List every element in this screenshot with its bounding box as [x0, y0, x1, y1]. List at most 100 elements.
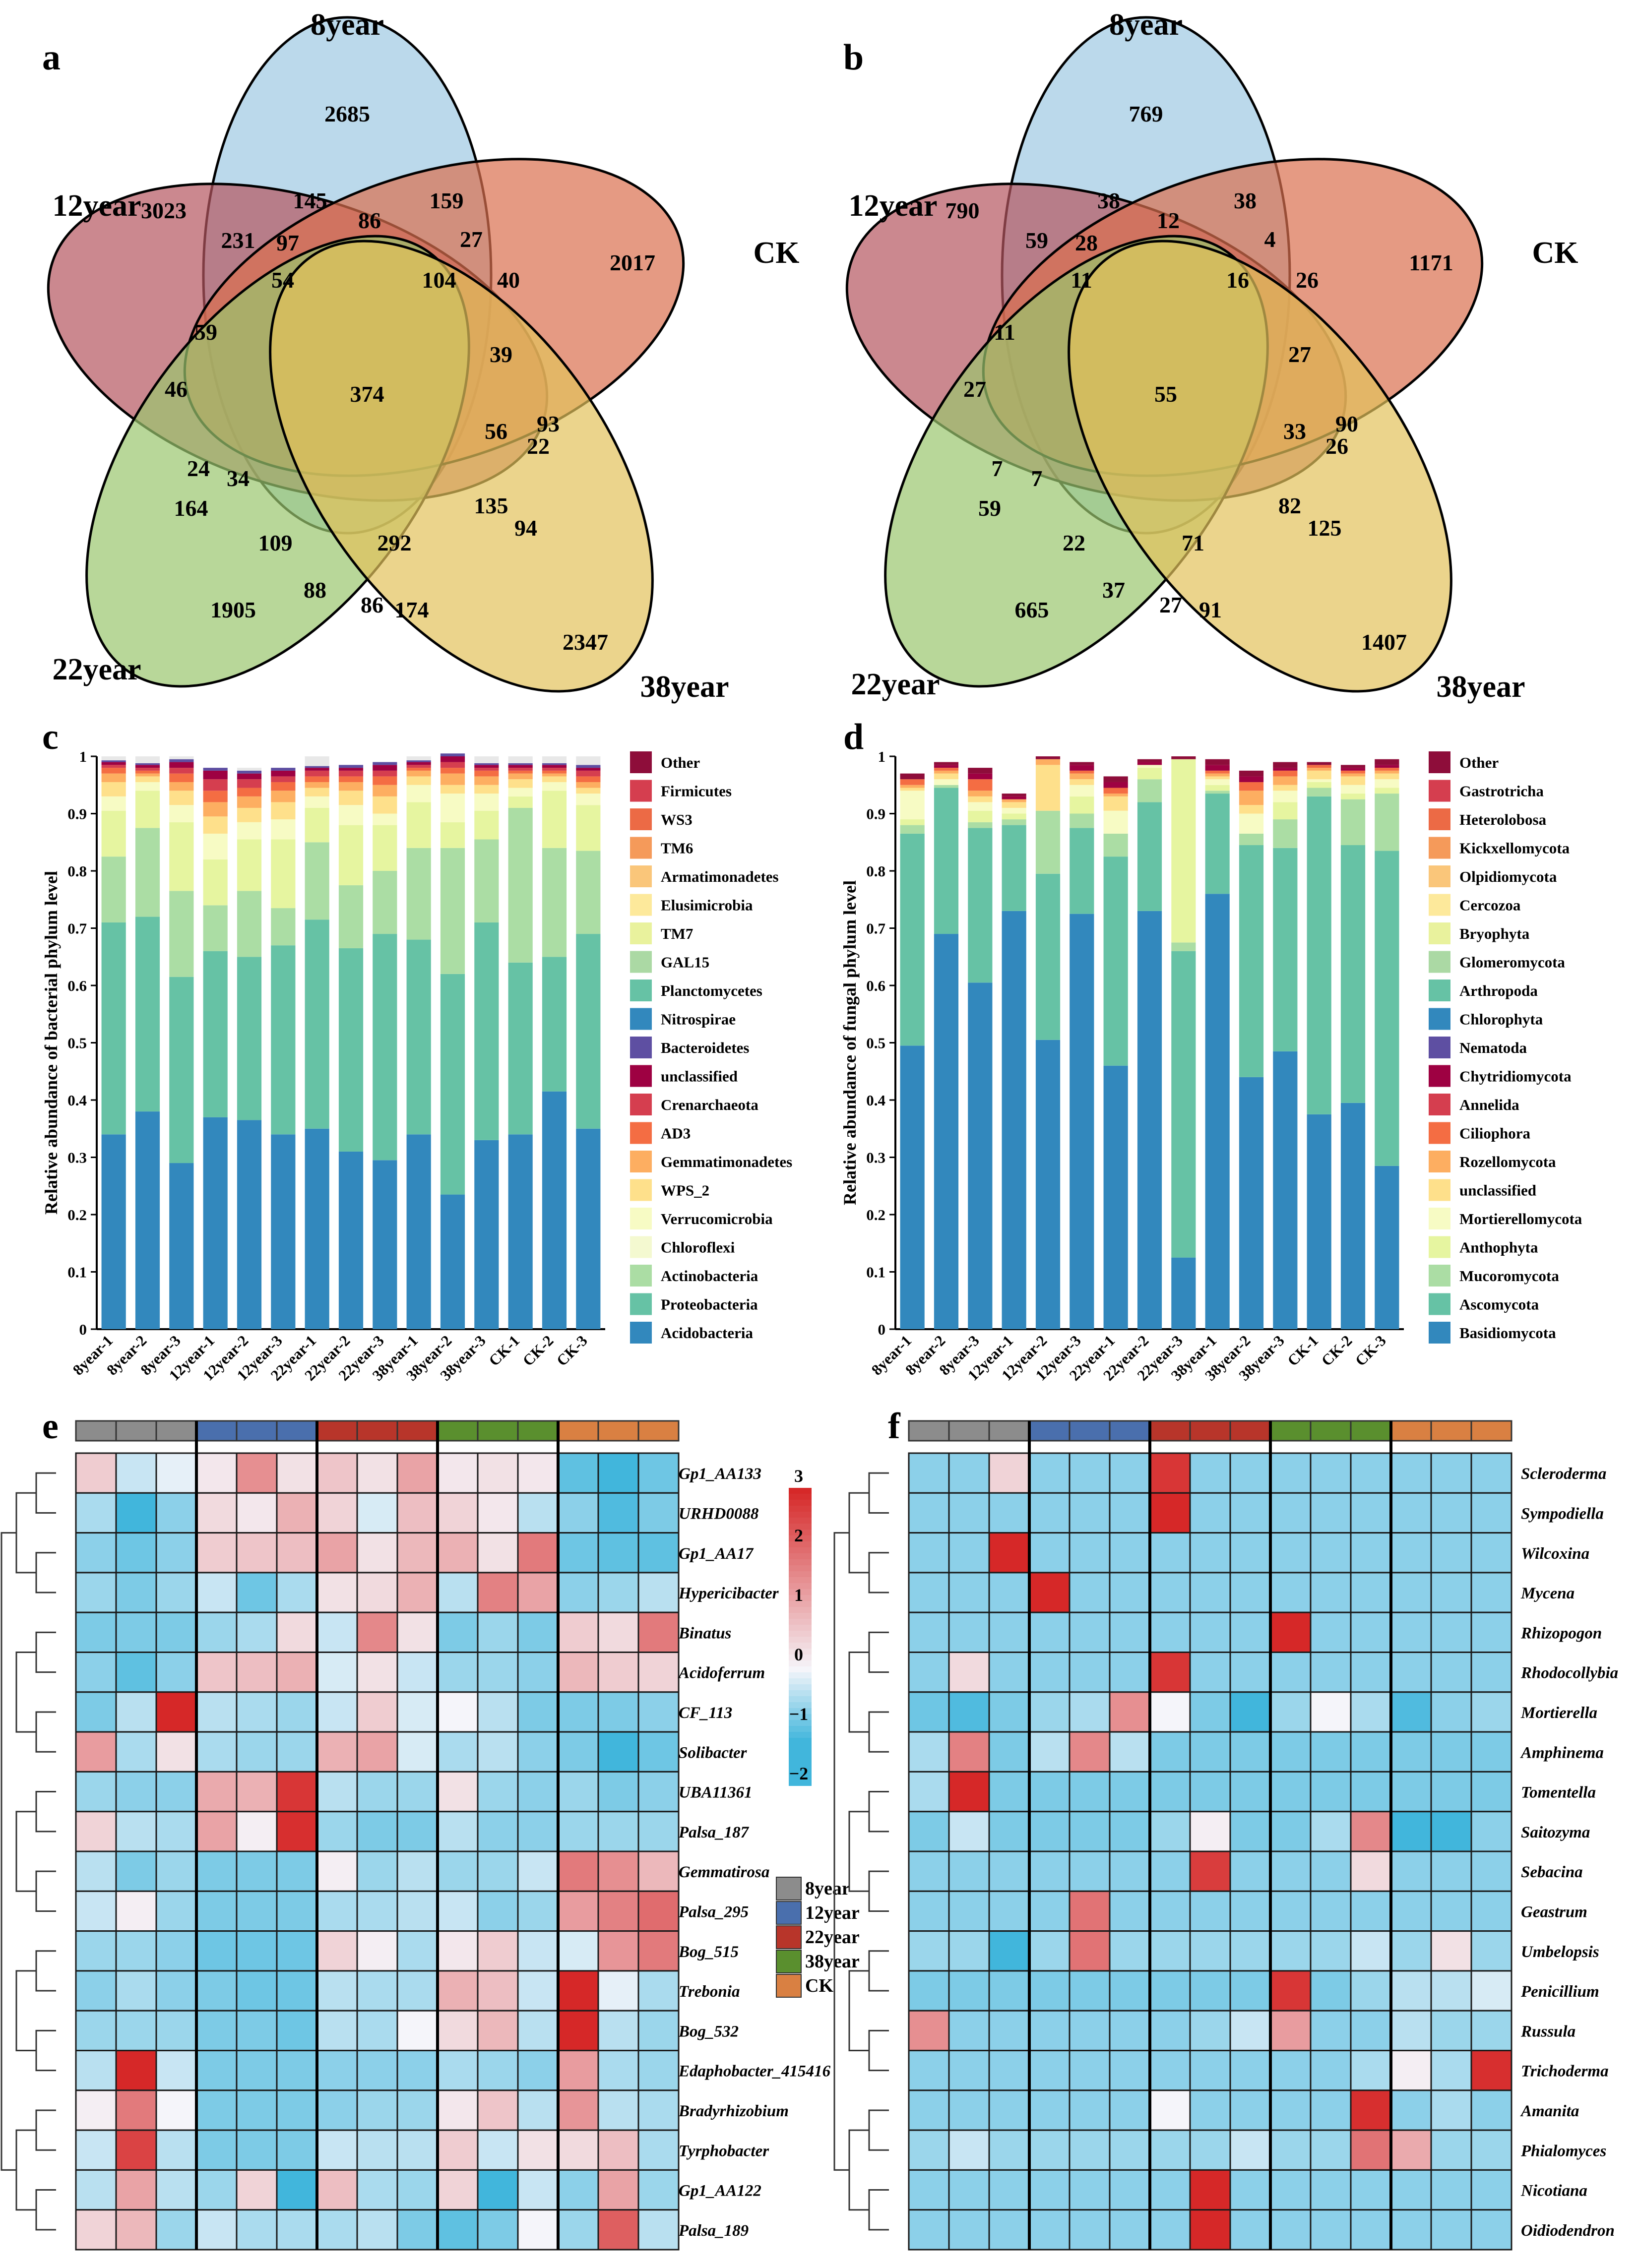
venn-b-label-38year: 38year: [1436, 670, 1525, 704]
venn-count: 90: [1335, 411, 1358, 436]
bar-AD3: [474, 770, 499, 777]
y-tick-label: 0.7: [67, 920, 87, 937]
legend-swatch: [1429, 1179, 1450, 1201]
dendrogram-branch: [35, 1711, 56, 1753]
legend-label: Ciliophora: [1459, 1125, 1530, 1142]
bar-unclassified: [1273, 785, 1298, 791]
colorbar-segment: [789, 1535, 812, 1542]
heatmap-cell: [908, 2010, 950, 2051]
colorbar-tick-label: 0: [794, 1645, 803, 1664]
heatmap-cell: [1269, 1771, 1312, 1813]
heatmap-cell: [1350, 1930, 1392, 1972]
heatmap-cell: [477, 2209, 519, 2251]
heatmap-cell: [557, 1611, 599, 1653]
bar-WPS_2: [135, 776, 160, 782]
bar-Anthophyta: [900, 819, 925, 825]
bar-Mucoromycota: [1205, 791, 1230, 794]
heatmap-cell: [1390, 1572, 1432, 1613]
venn-count: 93: [537, 411, 560, 436]
heatmap-cell: [1109, 1691, 1151, 1733]
bar-Acidobacteria: [338, 1151, 364, 1329]
heatmap-cell: [597, 1970, 639, 2012]
heatmap-cell: [437, 1572, 479, 1613]
heatmap-cell: [437, 1890, 479, 1932]
row-label: Palsa_187: [678, 1824, 750, 1841]
bar-unclassified: [542, 765, 567, 768]
legend-swatch: [1429, 951, 1450, 973]
heatmap-cell: [1269, 1890, 1312, 1932]
heatmap-cell: [316, 2209, 358, 2251]
venn-a-set-labels: 8year 12year CK 22year 38year: [52, 8, 799, 704]
heatmap-cell: [1109, 1890, 1151, 1932]
bar-Basidiomycota: [1035, 1040, 1061, 1329]
colorbar-tick-label: 3: [794, 1466, 803, 1486]
bar-Other: [1035, 756, 1061, 759]
venn-count: 24: [187, 456, 210, 481]
bar-unclassified: [338, 768, 364, 771]
venn-count: 1407: [1361, 629, 1407, 655]
heatmap-cell: [1109, 1850, 1151, 1892]
heatmap-cell: [1229, 1572, 1271, 1613]
heatmap-cell: [1470, 1691, 1512, 1733]
heatmap-cell: [1470, 1532, 1512, 1574]
heatmap-cell: [276, 2050, 318, 2091]
bar-Gemmatimonadetes: [135, 773, 160, 777]
row-label: Trebonia: [679, 1983, 740, 2001]
heatmap-cell: [155, 1811, 197, 1852]
colorbar-segment: [789, 1714, 812, 1720]
legend-swatch: [630, 1236, 652, 1258]
heatmap-cell: [1470, 1492, 1512, 1534]
legend-label: Acidobacteria: [661, 1324, 753, 1342]
bar-Actinobacteria: [508, 807, 533, 963]
colorbar-segment: [789, 1607, 812, 1613]
heatmap-cell: [75, 2169, 117, 2211]
bar-Mucoromycota: [1340, 799, 1366, 846]
heatmap-cell: [1350, 1850, 1392, 1892]
heatmap-cell: [356, 1771, 398, 1813]
heatmap-cell: [1149, 1532, 1191, 1574]
venn-count: 292: [378, 530, 412, 555]
bar-Verrucomicrobia: [135, 782, 160, 791]
heatmap-cell: [1189, 2050, 1231, 2091]
heatmap-cell: [557, 1930, 599, 1972]
heatmap-cell: [1028, 2050, 1071, 2091]
heatmap-cell: [1109, 1532, 1151, 1574]
heatmap-cell: [75, 1890, 117, 1932]
heatmap-cell: [1189, 1731, 1231, 1773]
heatmap-cell: [597, 1532, 639, 1574]
heatmap-cell: [1350, 2010, 1392, 2051]
heatmap-cell: [988, 1492, 1030, 1534]
group-bar-cell: [276, 1420, 318, 1442]
bar-Verrucomicrobia: [440, 794, 465, 822]
venn-count: 790: [945, 198, 980, 223]
heatmap-cell: [276, 1890, 318, 1932]
bar-Other: [1340, 765, 1366, 768]
heatmap-cell: [316, 1731, 358, 1773]
heatmap-cell: [316, 1890, 358, 1932]
heatmap-cell: [948, 1572, 990, 1613]
bar-Other: [542, 756, 567, 763]
heatmap-cell: [1189, 1811, 1231, 1852]
group-bar-cell: [1229, 1420, 1271, 1442]
bar-Proteobacteria: [576, 934, 601, 1129]
heatmap-cell: [517, 1850, 559, 1892]
heatmap-cell: [1390, 1811, 1432, 1852]
heatmap-cell: [637, 1532, 680, 1574]
heatmap-cell: [637, 2129, 680, 2171]
bar-Rozellomycota: [934, 770, 959, 774]
dendrogram-branch: [15, 1652, 36, 1733]
heatmap-cell: [437, 1532, 479, 1574]
heatmap-cell: [1069, 2129, 1111, 2171]
heatmap-cell: [1390, 2050, 1432, 2091]
heatmap-cell: [1470, 1890, 1512, 1932]
venn-count: 59: [978, 495, 1001, 521]
heatmap-cell: [396, 1652, 439, 1693]
legend-label: Elusimicrobia: [661, 897, 753, 914]
heatmap-cell: [1269, 1652, 1312, 1693]
heatmap-cell: [988, 2050, 1030, 2091]
dendrogram-branch: [15, 1492, 36, 1574]
heatmap-cell: [75, 1850, 117, 1892]
venn-count: 22: [1063, 530, 1085, 555]
bar-Ascomycota: [1137, 802, 1162, 911]
colorbar-segment: [789, 1762, 812, 1768]
